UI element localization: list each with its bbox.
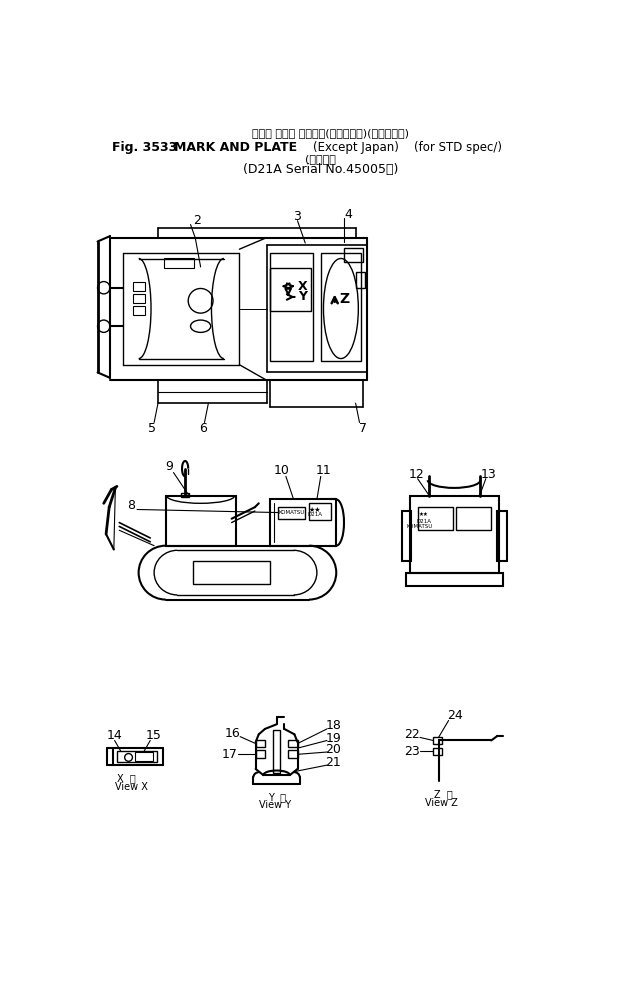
Text: Y: Y [298, 291, 307, 304]
Bar [117, 751, 157, 762]
Text: KOMATSU: KOMATSU [406, 524, 432, 528]
Text: (for STD spec/): (for STD spec/) [413, 141, 502, 155]
Text: 6: 6 [199, 422, 207, 435]
Text: Z  矢: Z 矢 [434, 790, 453, 800]
Bar [457, 507, 491, 530]
Bar [344, 247, 363, 261]
Text: 11: 11 [315, 464, 331, 477]
Text: 9: 9 [166, 459, 174, 473]
Bar [402, 511, 412, 561]
Bar [278, 507, 305, 519]
Bar [270, 253, 313, 361]
Text: 4: 4 [345, 208, 352, 221]
Text: 18: 18 [325, 720, 341, 733]
Text: X  矢: X 矢 [117, 773, 136, 783]
Text: 15: 15 [146, 730, 161, 742]
Text: 19: 19 [325, 732, 341, 744]
Text: 16: 16 [225, 727, 240, 740]
Text: View Z: View Z [425, 798, 458, 808]
Text: View Y: View Y [259, 801, 291, 810]
Bar [270, 500, 336, 545]
Text: 8: 8 [127, 499, 135, 512]
Bar [289, 750, 298, 758]
Bar [321, 253, 361, 361]
Bar [133, 307, 145, 316]
Bar [181, 493, 189, 497]
Text: (適用号機: (適用号機 [305, 154, 336, 164]
Text: 2: 2 [193, 214, 201, 227]
Text: 20: 20 [325, 743, 341, 756]
Bar [270, 268, 310, 311]
Text: (Except Japan): (Except Japan) [313, 141, 399, 155]
Text: 12: 12 [408, 467, 424, 480]
Bar [417, 507, 453, 530]
Text: 17: 17 [222, 747, 238, 761]
Bar [274, 731, 279, 773]
Text: Z: Z [339, 292, 349, 307]
Bar [497, 511, 507, 561]
Text: Fig. 3533: Fig. 3533 [111, 141, 176, 155]
Bar [135, 752, 153, 761]
Text: 7: 7 [359, 422, 367, 435]
Text: KOMATSU: KOMATSU [278, 510, 305, 515]
Text: (D21A Serial No.45005～): (D21A Serial No.45005～) [243, 163, 399, 176]
Bar [256, 740, 265, 747]
Bar [133, 294, 145, 303]
Bar [289, 740, 298, 747]
Text: 13: 13 [481, 467, 497, 480]
Bar [433, 748, 442, 755]
Bar [256, 750, 265, 758]
Bar [133, 282, 145, 291]
Bar [433, 738, 442, 744]
Bar [166, 496, 236, 545]
Text: 14: 14 [107, 730, 122, 742]
Bar [355, 272, 365, 288]
Text: D21A: D21A [307, 512, 322, 517]
Text: X: X [298, 280, 308, 293]
Text: View X: View X [115, 782, 147, 792]
Text: 3: 3 [294, 210, 301, 224]
Bar [406, 573, 503, 587]
Text: 5: 5 [148, 422, 156, 435]
Text: 23: 23 [404, 744, 420, 758]
Text: ★★: ★★ [308, 507, 321, 513]
Text: D21A: D21A [416, 519, 431, 524]
Bar [410, 496, 499, 573]
Bar [193, 561, 270, 584]
Text: 21: 21 [325, 756, 341, 769]
Text: ★★: ★★ [419, 513, 429, 518]
Text: 10: 10 [274, 464, 290, 477]
Text: 24: 24 [447, 709, 462, 723]
Text: マーク および プレート(海　外　向)(一般輸出用): マーク および プレート(海 外 向)(一般輸出用) [252, 127, 408, 138]
Text: 22: 22 [404, 728, 420, 740]
Bar [164, 258, 194, 268]
Text: Y  矢: Y 矢 [267, 792, 285, 802]
Bar [309, 503, 331, 521]
Text: MARK AND PLATE: MARK AND PLATE [173, 141, 297, 155]
